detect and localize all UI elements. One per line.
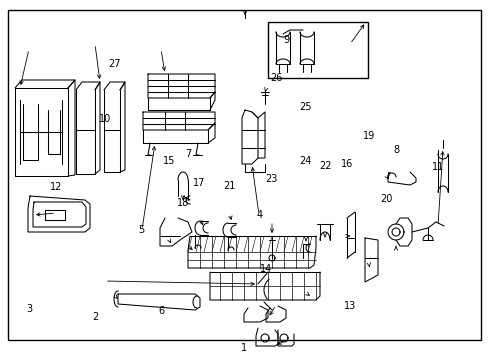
Text: 1: 1	[241, 343, 247, 354]
Text: 10: 10	[99, 114, 111, 124]
Text: 24: 24	[299, 156, 311, 166]
Text: 15: 15	[162, 156, 175, 166]
Text: 27: 27	[108, 59, 121, 69]
Text: 13: 13	[343, 301, 355, 311]
Text: 25: 25	[299, 102, 311, 112]
Text: 12: 12	[50, 182, 62, 192]
Text: 23: 23	[264, 174, 277, 184]
Text: 17: 17	[193, 178, 205, 188]
Text: 20: 20	[379, 194, 392, 204]
Bar	[267, 22, 367, 78]
Text: 7: 7	[185, 149, 191, 159]
Text: 21: 21	[223, 181, 236, 192]
Text: 3: 3	[26, 304, 32, 314]
Text: 26: 26	[269, 73, 282, 84]
Text: 2: 2	[92, 312, 98, 322]
Text: 18: 18	[177, 198, 189, 208]
Text: 16: 16	[340, 159, 353, 169]
Text: 8: 8	[392, 145, 398, 156]
Text: 6: 6	[158, 306, 164, 316]
Text: 11: 11	[430, 162, 443, 172]
Text: 14: 14	[260, 264, 272, 274]
Text: 9: 9	[283, 35, 288, 45]
Text: 5: 5	[139, 225, 144, 235]
Text: 19: 19	[362, 131, 375, 141]
Text: 22: 22	[318, 161, 331, 171]
Text: 4: 4	[256, 210, 262, 220]
